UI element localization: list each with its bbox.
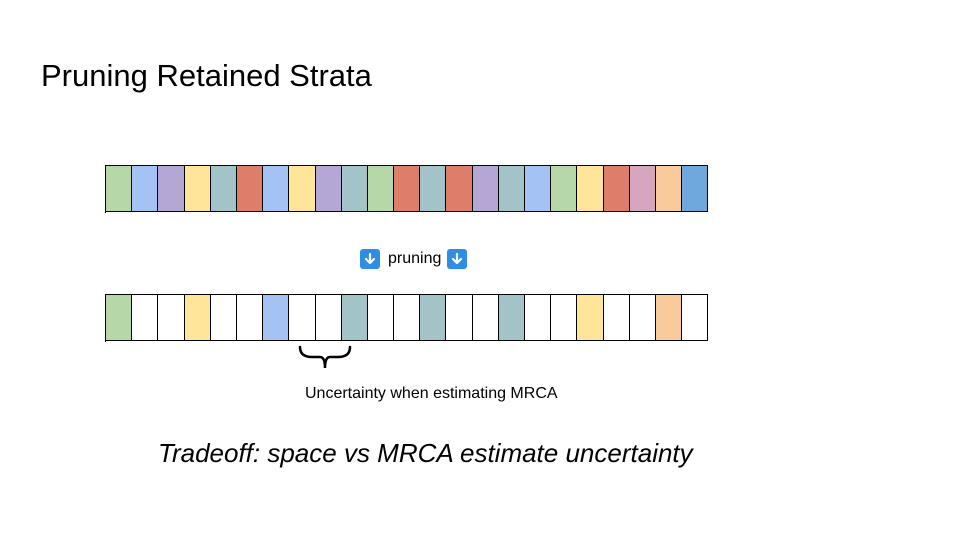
full-stratum-15 bbox=[498, 166, 525, 212]
pruned-stratum-5 bbox=[236, 295, 264, 341]
full-stratum-22 bbox=[682, 166, 709, 212]
pruned-stratum-22 bbox=[682, 295, 709, 341]
full-stratum-16 bbox=[525, 166, 552, 212]
pruned-stratum-14 bbox=[472, 295, 499, 341]
full-stratum-11 bbox=[394, 166, 421, 212]
full-stratum-18 bbox=[577, 166, 604, 212]
full-stratum-6 bbox=[263, 166, 290, 212]
pruned-stratum-3 bbox=[184, 295, 211, 341]
tradeoff-caption: Tradeoff: space vs MRCA estimate uncerta… bbox=[158, 438, 693, 468]
full-stratum-5 bbox=[236, 166, 264, 212]
full-stratum-2 bbox=[158, 166, 185, 212]
full-stratum-17 bbox=[551, 166, 578, 212]
pruned-stratum-13 bbox=[446, 295, 473, 341]
full-stratum-20 bbox=[629, 166, 656, 212]
full-stratum-9 bbox=[341, 166, 368, 212]
uncertainty-label: Uncertainty when estimating MRCA bbox=[305, 385, 558, 402]
pruned-stratum-17 bbox=[551, 295, 578, 341]
pruned-stratum-7 bbox=[289, 295, 316, 341]
strata-column-full bbox=[105, 165, 709, 213]
pruned-stratum-18 bbox=[577, 295, 604, 341]
full-stratum-1 bbox=[132, 166, 159, 212]
pruned-stratum-6 bbox=[263, 295, 290, 341]
pruned-stratum-20 bbox=[629, 295, 656, 341]
full-stratum-10 bbox=[367, 166, 395, 212]
pruned-stratum-19 bbox=[603, 295, 630, 341]
strata-column-pruned bbox=[105, 294, 709, 342]
pruned-stratum-15 bbox=[498, 295, 525, 341]
pruned-stratum-16 bbox=[525, 295, 552, 341]
pruned-stratum-11 bbox=[394, 295, 421, 341]
full-stratum-14 bbox=[472, 166, 499, 212]
pruned-stratum-8 bbox=[315, 295, 342, 341]
pruned-stratum-9 bbox=[341, 295, 368, 341]
full-stratum-4 bbox=[210, 166, 237, 212]
pruned-stratum-1 bbox=[132, 295, 159, 341]
down-arrow-icon bbox=[447, 249, 468, 269]
pruned-stratum-4 bbox=[210, 295, 237, 341]
pruned-stratum-2 bbox=[158, 295, 185, 341]
full-stratum-13 bbox=[446, 166, 473, 212]
full-stratum-19 bbox=[603, 166, 630, 212]
full-stratum-7 bbox=[289, 166, 316, 212]
down-arrow-icon bbox=[360, 249, 380, 269]
pruned-stratum-0 bbox=[106, 295, 133, 341]
pruning-indicator: pruning bbox=[360, 247, 468, 271]
full-stratum-21 bbox=[655, 166, 683, 212]
pruned-stratum-10 bbox=[367, 295, 395, 341]
slide-title: Pruning Retained Strata bbox=[41, 58, 372, 93]
full-stratum-3 bbox=[184, 166, 211, 212]
pruning-label: pruning bbox=[388, 250, 442, 267]
pruned-stratum-12 bbox=[420, 295, 447, 341]
pruned-stratum-21 bbox=[655, 295, 683, 341]
uncertainty-brace bbox=[298, 345, 352, 369]
full-stratum-8 bbox=[315, 166, 342, 212]
full-stratum-12 bbox=[420, 166, 447, 212]
full-stratum-0 bbox=[106, 166, 133, 212]
